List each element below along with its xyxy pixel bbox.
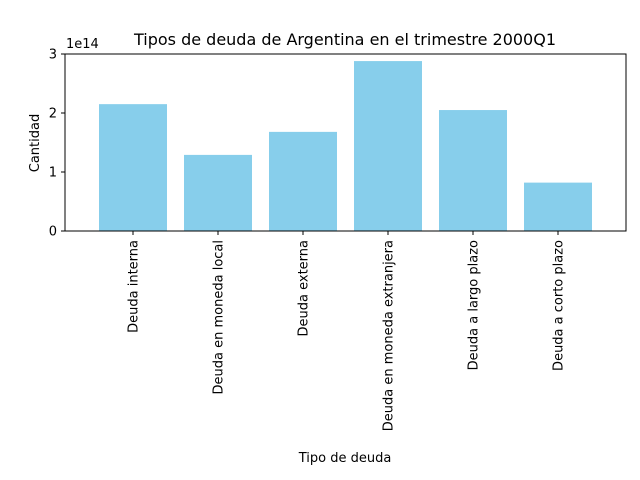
bar-3: [269, 131, 337, 231]
x-ticks-group: Deuda interna Deuda en moneda local Deuda …: [127, 231, 567, 431]
y-axis-label: Cantidad: [28, 114, 43, 172]
y-tick-label: 1: [49, 166, 57, 181]
x-tick-label: Deuda a corto plazo: [552, 240, 567, 371]
y-tick-label: 0: [49, 225, 57, 240]
y-ticks-group: 0 1 2 3: [49, 48, 65, 240]
y-tick-label: 3: [49, 48, 57, 63]
x-tick-label: Deuda en moneda extranjera: [382, 240, 397, 431]
bar-6: [524, 182, 592, 231]
bars-group: [99, 61, 592, 231]
x-tick-label: Deuda externa: [297, 240, 312, 336]
bar-4: [354, 61, 422, 231]
plot-frame: [64, 53, 627, 232]
bar-2: [184, 154, 252, 231]
y-offset-label: 1e14: [66, 37, 99, 52]
x-tick-label: Deuda en moneda local: [212, 240, 227, 394]
x-tick-label: Deuda interna: [127, 240, 142, 333]
bar-5: [439, 110, 507, 231]
y-tick-label: 2: [49, 107, 57, 122]
x-axis-label: Tipo de deuda: [298, 451, 392, 466]
chart-title: Tipos de deuda de Argentina en el trimes…: [133, 30, 556, 49]
x-tick-label: Deuda a largo plazo: [467, 240, 482, 370]
bar-1: [99, 104, 167, 231]
